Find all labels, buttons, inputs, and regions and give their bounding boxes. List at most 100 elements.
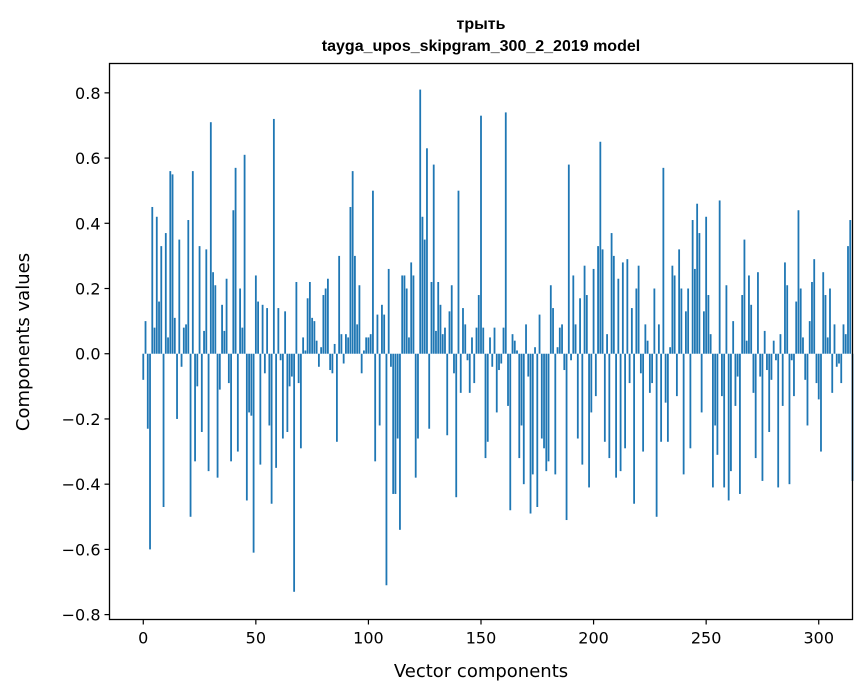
bar-120	[412, 275, 415, 354]
bars-group	[142, 89, 854, 592]
bar-70	[299, 353, 302, 449]
bar-62	[281, 353, 284, 439]
bar-257	[721, 353, 723, 397]
bar-218	[633, 353, 635, 504]
bar-87	[338, 255, 341, 354]
bar-259	[725, 285, 728, 354]
bar-115	[401, 275, 404, 354]
bar-127	[428, 353, 431, 429]
bar-34	[218, 353, 221, 390]
chart-subtitle: tayga_upos_skipgram_300_2_2019 model	[322, 38, 640, 55]
bar-263	[734, 353, 737, 406]
bar-14	[173, 317, 176, 354]
bar-41	[234, 167, 237, 354]
bar-165	[513, 340, 516, 354]
bar-48	[250, 353, 253, 416]
bar-17	[180, 353, 183, 367]
bar-111	[392, 353, 395, 494]
bar-228	[655, 353, 658, 517]
bar-290	[795, 301, 798, 354]
bar-212	[619, 353, 622, 472]
bar-49	[252, 353, 255, 553]
bar-123	[419, 89, 422, 354]
bar-143	[464, 324, 467, 354]
bar-156	[493, 327, 496, 354]
chart-title: трыть	[457, 16, 506, 33]
bar-141	[459, 353, 462, 393]
bar-21	[189, 353, 192, 517]
bar-114	[399, 353, 401, 530]
bar-205	[603, 353, 606, 442]
bar-275	[761, 353, 764, 481]
bar-30	[209, 122, 212, 354]
bar-304	[826, 337, 829, 354]
bar-72	[304, 350, 307, 354]
bar-146	[471, 337, 473, 354]
bar-149	[477, 295, 480, 354]
bar-169	[522, 353, 525, 485]
bar-58	[272, 118, 275, 354]
bar-232	[664, 353, 667, 403]
bar-160	[502, 327, 505, 354]
bar-209	[612, 255, 615, 354]
bar-130	[435, 330, 437, 354]
bar-270	[750, 304, 753, 354]
bar-261	[730, 353, 732, 472]
bar-235	[671, 265, 674, 354]
bar-239	[680, 288, 683, 354]
bar-5	[153, 327, 156, 354]
bar-93	[351, 171, 354, 354]
bar-135	[446, 353, 449, 436]
bar-117	[405, 288, 408, 354]
bar-157	[495, 353, 498, 413]
bar-102	[372, 190, 374, 354]
bar-260	[727, 353, 730, 501]
bar-266	[741, 295, 744, 354]
bar-271	[752, 353, 755, 393]
bar-306	[831, 353, 834, 393]
bar-31	[212, 272, 214, 354]
bar-312	[844, 334, 847, 354]
bar-272	[754, 353, 757, 459]
y-tick-label: −0.8	[62, 606, 101, 625]
bar-113	[396, 353, 399, 439]
bar-83	[329, 353, 332, 371]
bar-2	[146, 353, 149, 429]
bar-112	[394, 353, 397, 494]
bar-185	[558, 327, 561, 354]
bar-151	[482, 327, 485, 354]
bar-234	[669, 347, 672, 354]
bar-78	[317, 353, 320, 367]
bar-279	[770, 353, 773, 380]
bar-38	[227, 353, 230, 384]
bar-243	[689, 353, 692, 449]
bar-238	[678, 249, 681, 354]
bar-251	[707, 295, 710, 354]
bar-26	[200, 353, 203, 432]
bar-104	[376, 314, 379, 354]
bar-39	[230, 353, 232, 462]
bar-258	[723, 353, 726, 488]
y-tick-label: 0.8	[75, 84, 100, 103]
bar-80	[322, 295, 325, 354]
bar-309	[838, 353, 840, 364]
bar-262	[732, 321, 735, 354]
bar-37	[225, 278, 228, 354]
bar-99	[365, 337, 368, 354]
bar-305	[829, 288, 831, 354]
bar-171	[527, 353, 530, 377]
bar-138	[453, 353, 455, 374]
bar-3	[149, 353, 151, 550]
x-tick-label: 0	[138, 629, 148, 648]
bar-240	[682, 353, 685, 475]
bar-163	[509, 353, 512, 511]
bar-285	[784, 262, 786, 354]
bar-288	[790, 353, 793, 361]
bar-13	[171, 174, 174, 354]
bar-45	[243, 154, 246, 354]
bar-303	[824, 295, 827, 354]
bar-69	[297, 353, 300, 384]
bar-201	[594, 353, 597, 397]
bar-46	[245, 353, 248, 501]
bar-187	[563, 353, 566, 371]
